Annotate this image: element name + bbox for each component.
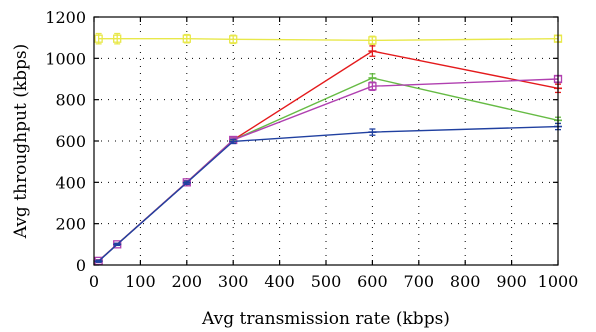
x-tick-label: 300 <box>218 272 249 291</box>
x-axis-title: Avg transmission rate (kbps) <box>201 309 450 329</box>
x-tick-label: 200 <box>172 272 203 291</box>
x-tick-labels: 0 100 200 300 400 500 600 700 800 900 1000 <box>89 272 578 291</box>
x-tick-label: 800 <box>450 272 481 291</box>
data-point <box>94 34 103 43</box>
series-line <box>98 77 559 262</box>
y-tick-labels: 0 200 400 600 800 1000 1200 <box>45 8 86 275</box>
y-tick-label: 600 <box>55 132 86 151</box>
series-3 <box>94 73 562 263</box>
series-line <box>98 38 559 42</box>
series-2 <box>94 45 562 263</box>
y-tick-label: 200 <box>55 215 86 234</box>
grid <box>94 17 558 265</box>
data-point <box>368 36 377 45</box>
series-layer <box>94 32 563 266</box>
plot-frame <box>93 16 559 266</box>
series-line <box>98 50 559 262</box>
y-axis-title: Avg throughput (kbps) <box>11 44 31 240</box>
y-tick-label: 400 <box>55 173 86 192</box>
y-tick-label: 1000 <box>45 49 86 68</box>
y-tick-label: 800 <box>55 91 86 110</box>
x-tick-label: 700 <box>404 272 435 291</box>
x-tick-label: 1000 <box>538 272 579 291</box>
series-4 <box>94 74 563 266</box>
data-point <box>113 34 122 43</box>
x-tick-label: 0 <box>89 272 99 291</box>
series-1 <box>94 32 563 46</box>
data-point <box>182 34 191 43</box>
series-5 <box>94 122 562 263</box>
x-tick-label: 500 <box>311 272 342 291</box>
series-line <box>98 78 559 262</box>
x-tick-label: 600 <box>357 272 388 291</box>
x-tick-label: 900 <box>496 272 527 291</box>
y-tick-label: 0 <box>76 256 86 275</box>
y-tick-label: 1200 <box>45 8 86 27</box>
data-point <box>229 35 238 44</box>
x-tick-label: 400 <box>264 272 295 291</box>
data-point <box>368 82 377 91</box>
x-tick-label: 100 <box>125 272 156 291</box>
series-line <box>98 125 559 262</box>
